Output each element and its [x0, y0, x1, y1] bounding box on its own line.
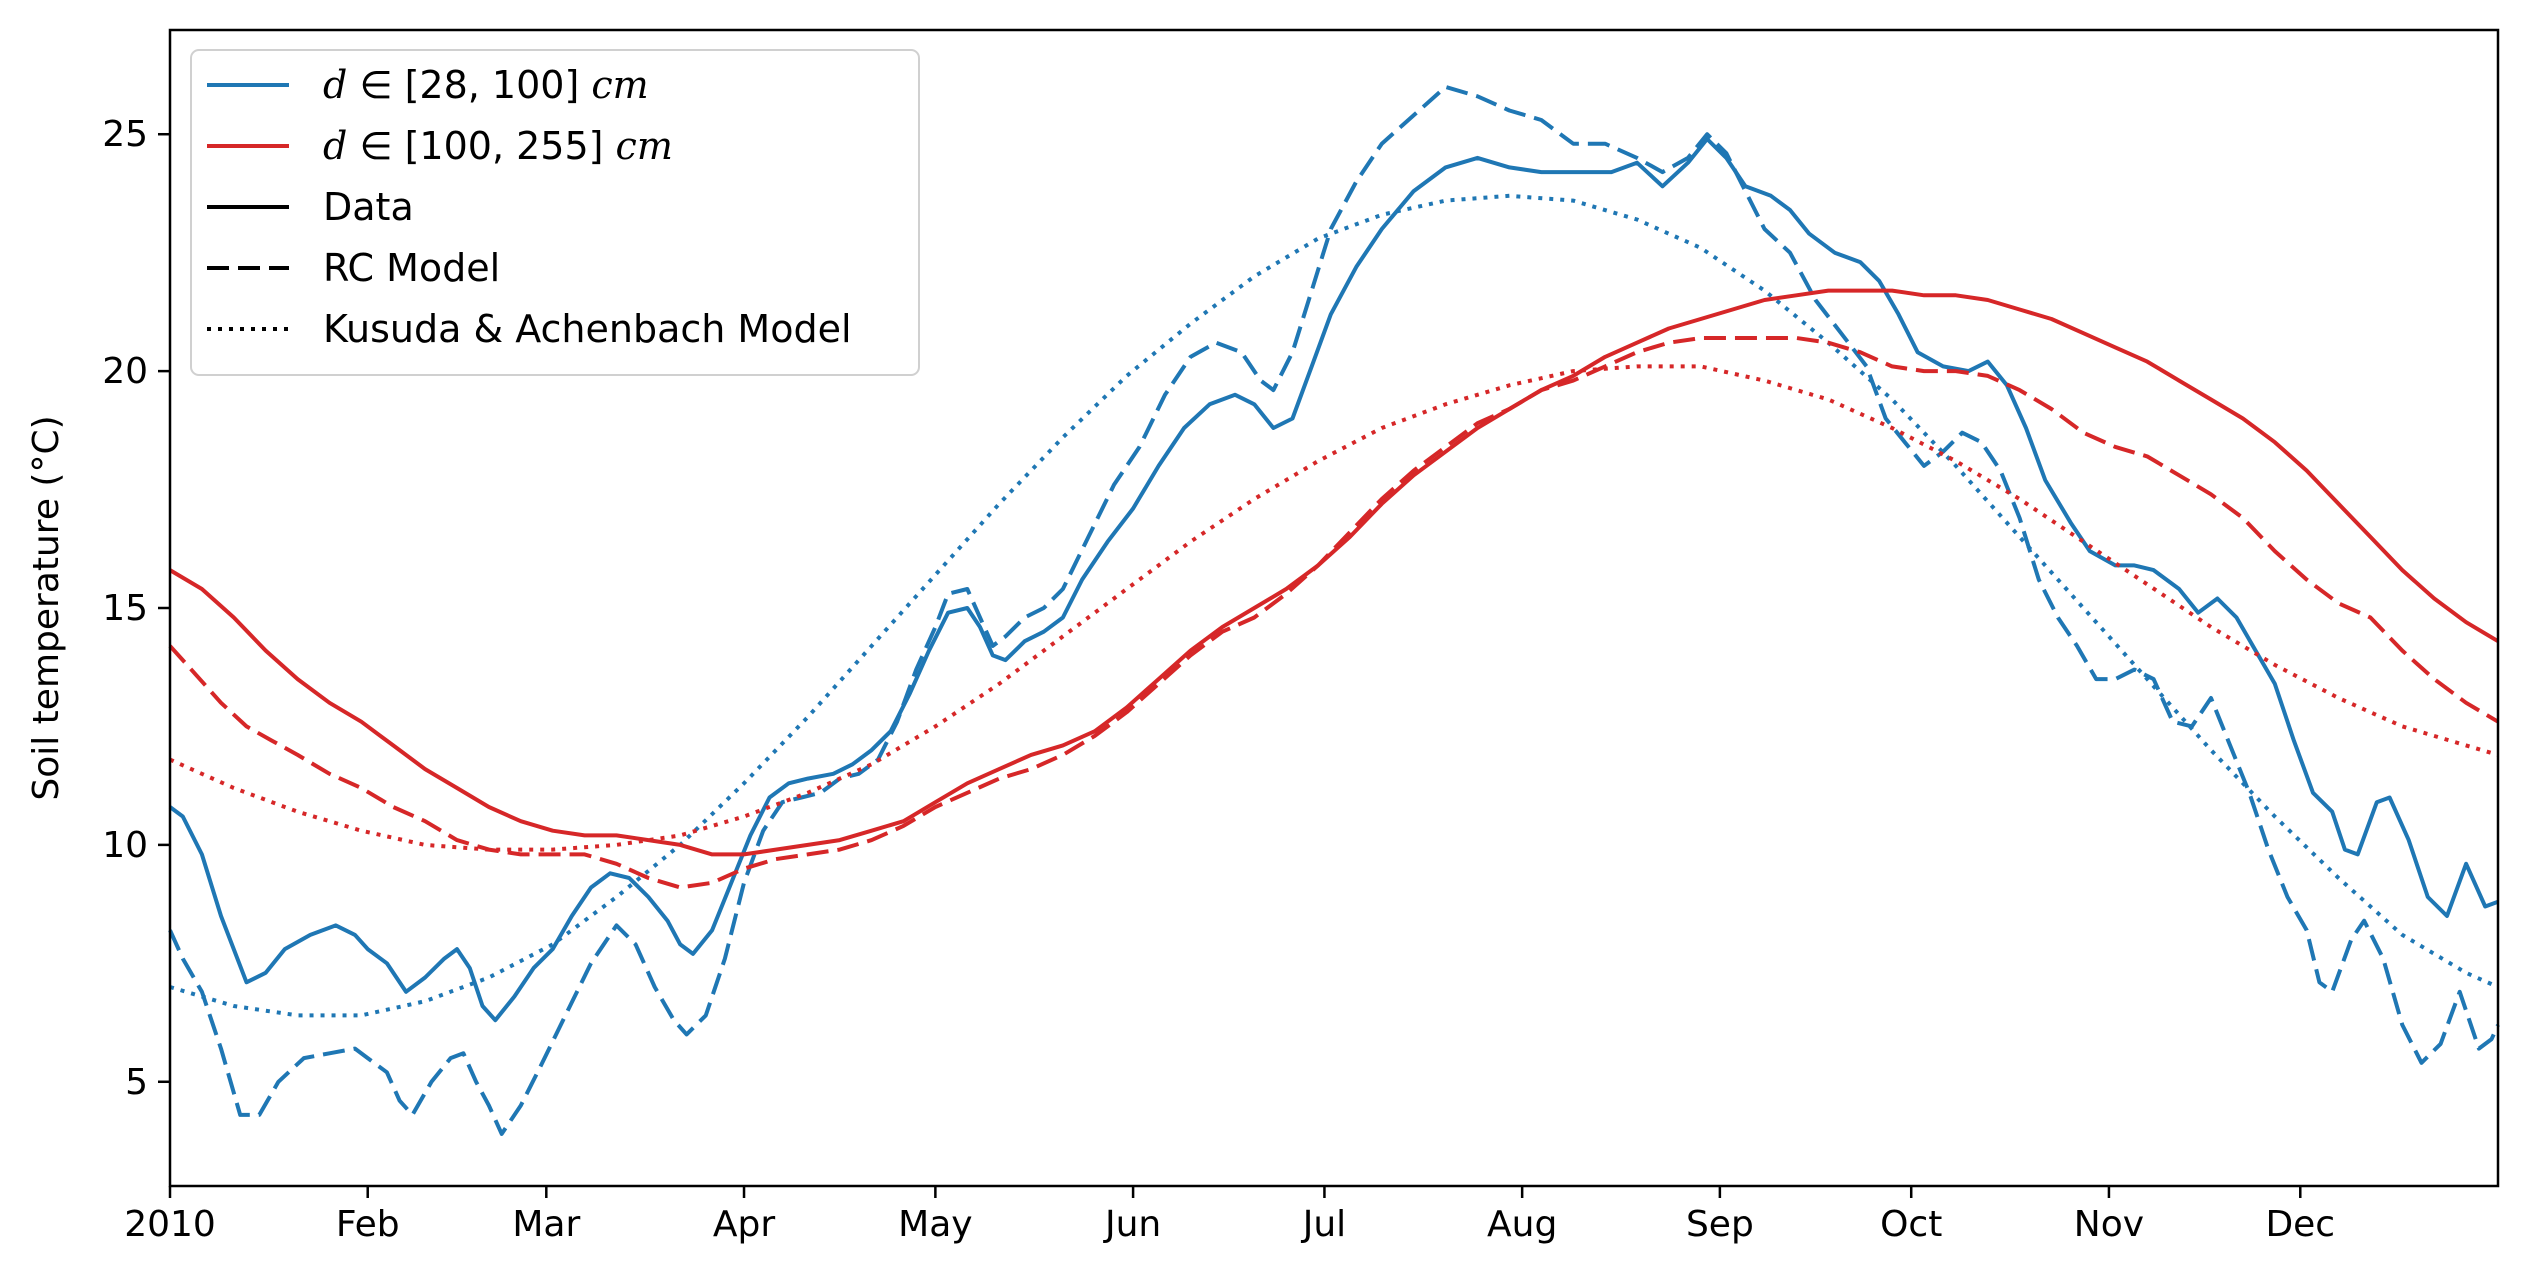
y-tick-label: 20 [102, 351, 148, 392]
x-tick-label: Jul [1301, 1204, 1346, 1245]
x-tick-label: Dec [2265, 1204, 2335, 1245]
series-line-deep-data [168, 288, 2500, 857]
legend: d ∈ [28, 100] cm d ∈ [100, 255] cm Data RC … [190, 49, 920, 376]
x-axis: 2010 Feb Mar Apr May Jun Jul Aug Sep Oct Nov Dec [124, 1186, 2335, 1245]
legend-label: Kusuda & Achenbach Model [323, 307, 852, 351]
legend-label: d ∈ [100, 255] cm [323, 124, 673, 168]
y-tick-label: 10 [102, 825, 148, 866]
y-tick-label: 15 [102, 588, 148, 629]
x-tick-label: Jun [1103, 1204, 1161, 1245]
legend-label: RC Model [323, 246, 500, 290]
x-tick-label: Apr [713, 1204, 775, 1245]
y-axis-title: Soil temperature (°C) [26, 415, 67, 800]
x-tick-label: 2010 [124, 1204, 216, 1245]
x-tick-label: Sep [1686, 1204, 1754, 1245]
x-tick-label: May [898, 1204, 972, 1245]
x-tick-label: Oct [1880, 1204, 1942, 1245]
x-tick-label: Nov [2074, 1204, 2144, 1245]
series-line-shallow-rc [168, 84, 2500, 1136]
legend-label: d ∈ [28, 100] cm [323, 63, 649, 107]
x-tick-label: Mar [512, 1204, 580, 1245]
legend-box [190, 49, 920, 376]
plot-frame [168, 28, 2500, 1188]
legend-label: Data [323, 185, 414, 229]
series-line-shallow-data [168, 137, 2499, 1023]
x-tick-label: Feb [336, 1204, 400, 1245]
series-line-deep-ka [169, 364, 2499, 852]
series-line-deep-rc [168, 336, 2500, 890]
series-layer [168, 84, 2500, 1136]
y-tick-label: 5 [125, 1062, 148, 1103]
y-tick-label: 25 [102, 114, 148, 155]
x-tick-label: Aug [1487, 1204, 1557, 1245]
y-axis: 5 10 15 20 25 [102, 114, 170, 1103]
